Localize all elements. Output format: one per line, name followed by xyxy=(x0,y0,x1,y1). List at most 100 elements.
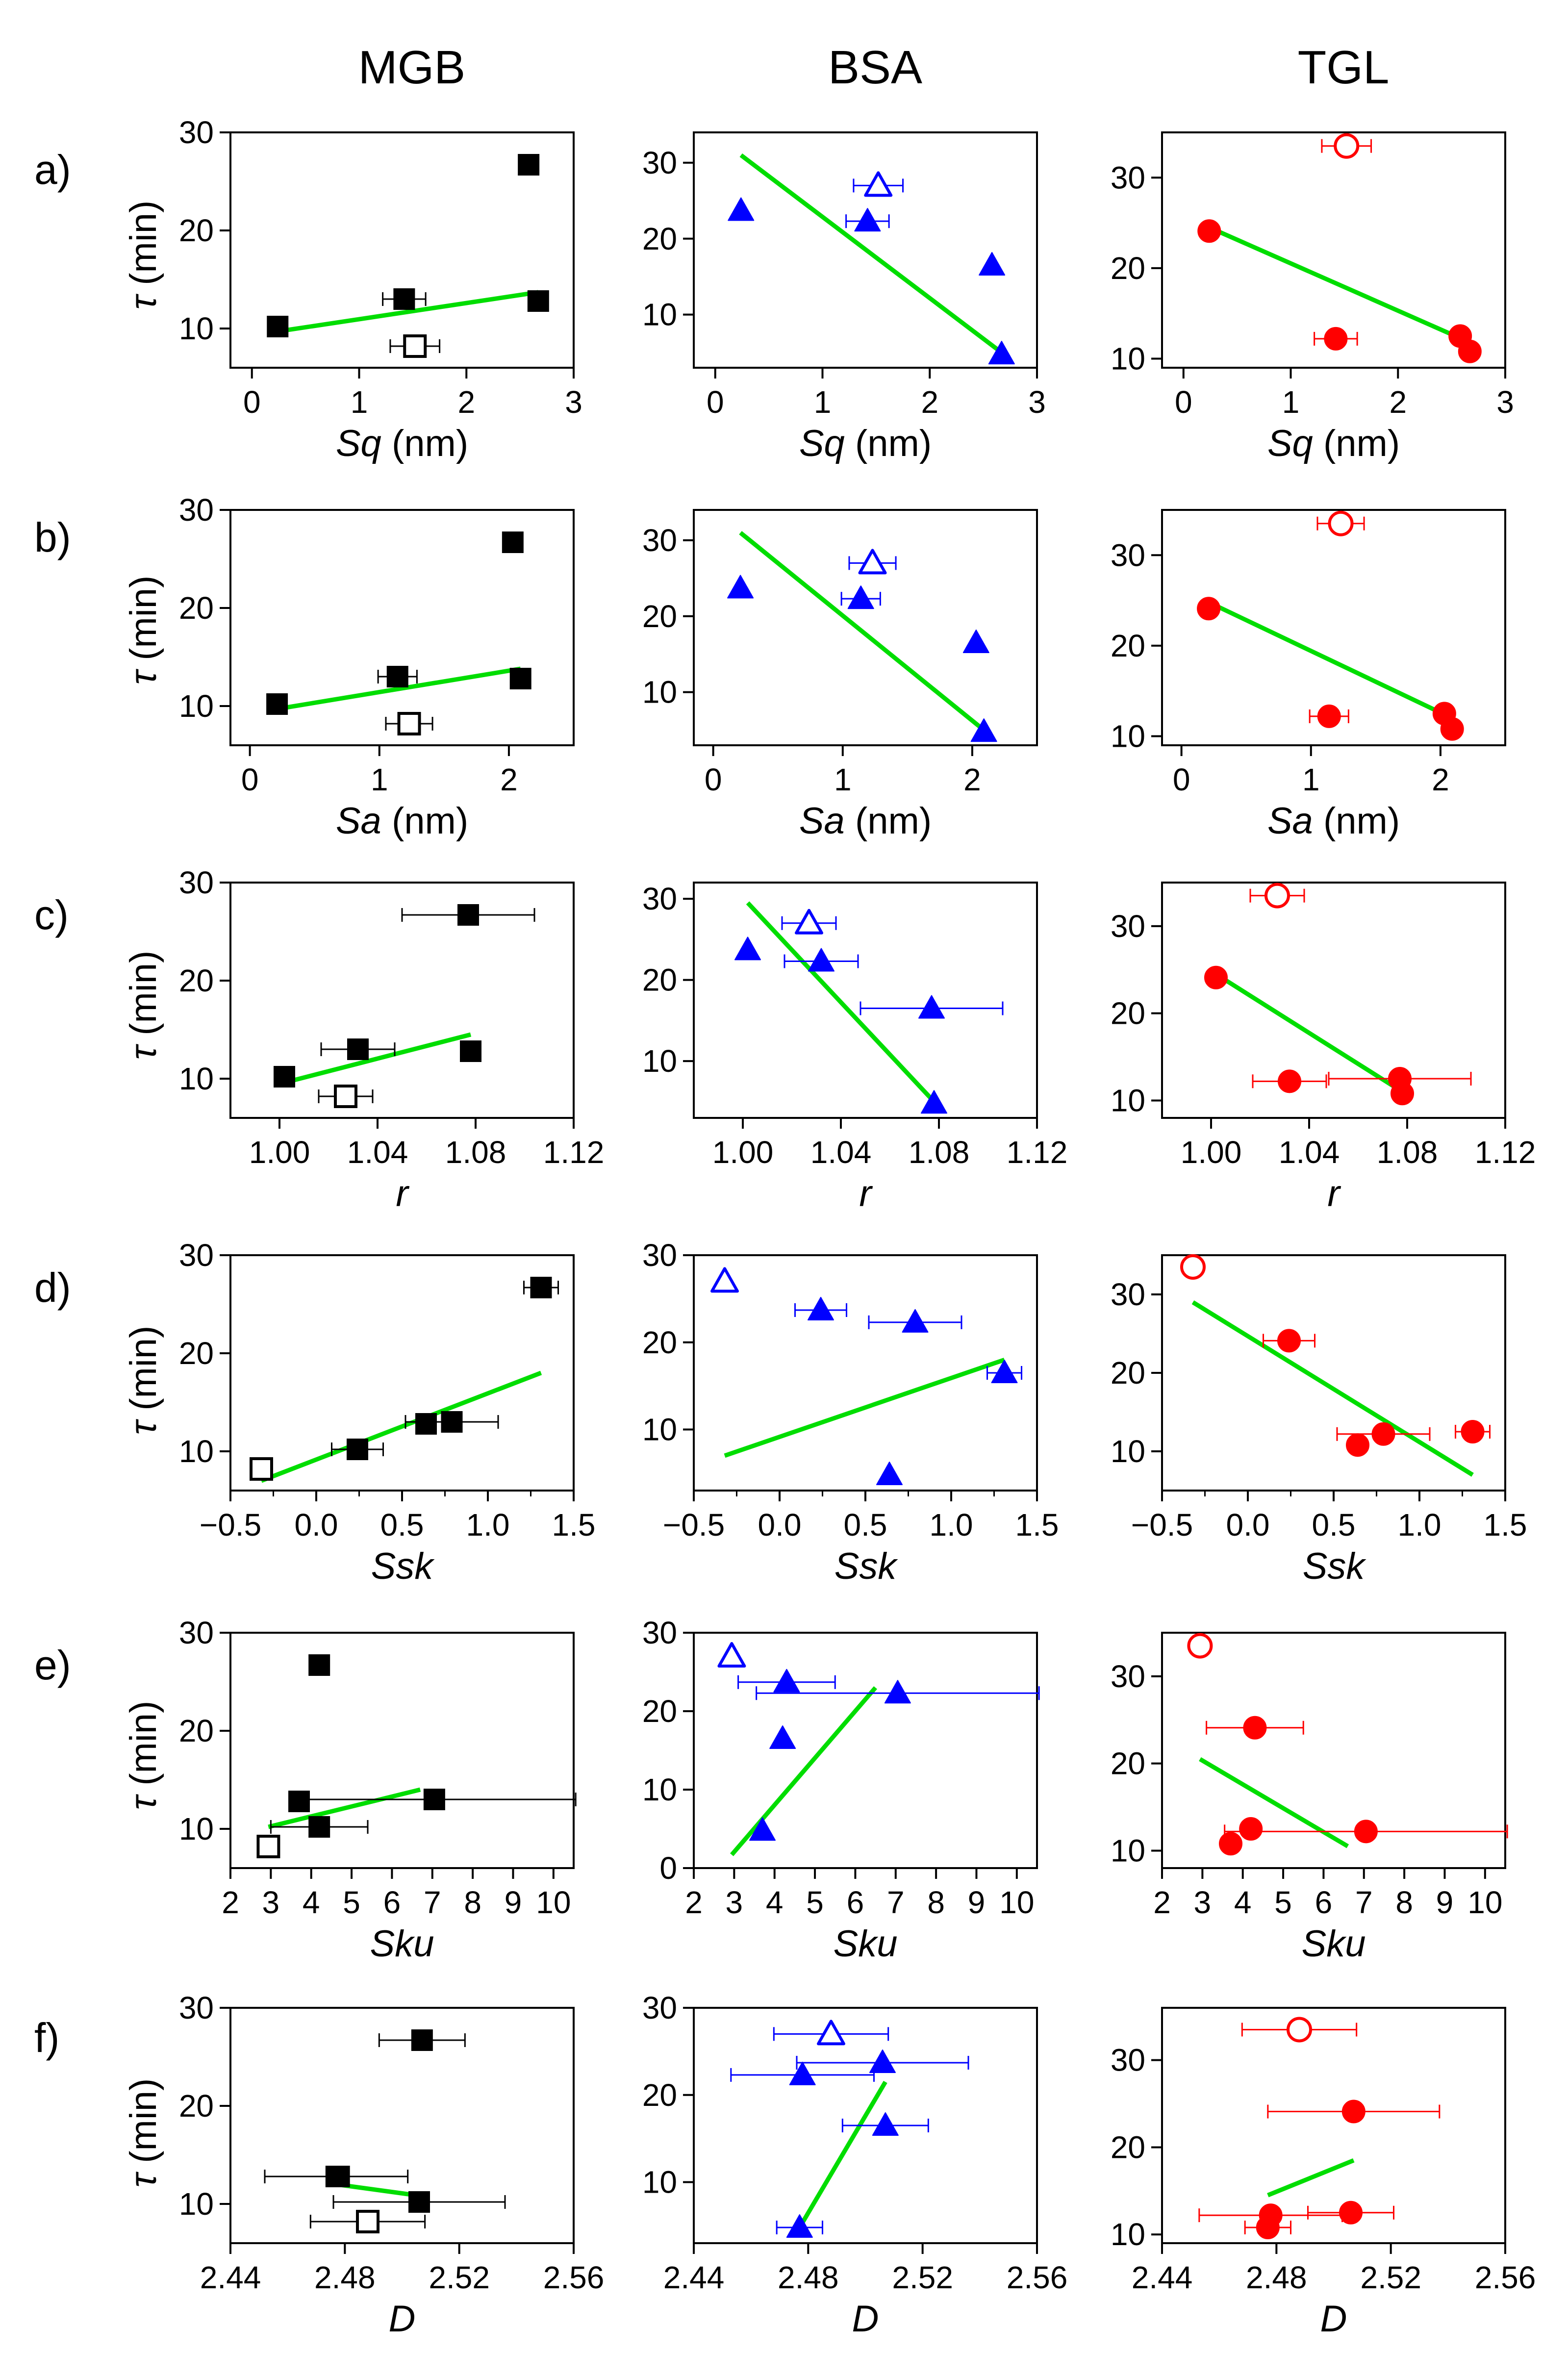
y-tick-label: 20 xyxy=(642,2077,677,2113)
y-tick-label: 20 xyxy=(1111,628,1145,663)
panel-c-MGB: 1.00 1.04 1.08 1.12 10 20 30 r xyxy=(179,865,604,1214)
x-tick-label: 1.08 xyxy=(909,1135,970,1170)
y-tick-label: 30 xyxy=(179,1990,214,2025)
y-axis-title-symbol: τ xyxy=(123,1418,164,1435)
x-tick-label: 3 xyxy=(565,384,582,420)
y-tick-label: 10 xyxy=(179,2186,214,2222)
x-tick-label: 2.48 xyxy=(1246,2260,1307,2295)
fit-line xyxy=(260,1370,542,1483)
x-axis-title-unit: (nm) xyxy=(381,800,468,842)
y-axis-title-row-f: τ (min) xyxy=(123,2078,164,2188)
row-label-b: b) xyxy=(34,514,71,560)
data-point xyxy=(1197,219,1221,243)
y-tick-label: 20 xyxy=(1111,996,1145,1031)
x-tick-label: −0.5 xyxy=(200,1507,261,1543)
y-axis-title-symbol: τ xyxy=(123,2171,164,2187)
fit-line xyxy=(268,1787,421,1829)
x-tick-label: 1.5 xyxy=(1484,1507,1527,1543)
y-tick-label: 20 xyxy=(179,963,214,998)
x-tick-label: 1.12 xyxy=(1007,1135,1068,1170)
x-axis-title: Sa (nm) xyxy=(1267,800,1400,842)
data-point xyxy=(1277,1329,1301,1353)
x-axis-title-variable: Sq xyxy=(1267,423,1313,464)
x-axis-title-variable: Ssk xyxy=(1303,1545,1367,1587)
data-point xyxy=(386,666,408,687)
svg-text:τ (min): τ (min) xyxy=(123,951,164,1060)
x-tick-label: 6 xyxy=(1315,1885,1333,1920)
plot-frame xyxy=(229,882,575,1119)
x-tick-label: 0 xyxy=(243,384,261,420)
y-tick-label: 10 xyxy=(642,1043,677,1079)
row-label-c: c) xyxy=(34,892,69,938)
y-tick-label: 10 xyxy=(642,675,677,710)
data-point xyxy=(918,995,945,1019)
x-axis-title-variable: Sq xyxy=(799,423,845,464)
x-axis-title: Sku xyxy=(370,1923,434,1965)
plot-frame xyxy=(229,1254,575,1492)
x-tick-label: 2.56 xyxy=(1007,2260,1068,2295)
panel-f-MGB: 2.44 2.48 2.52 2.56 10 20 30 D xyxy=(179,1990,604,2340)
data-point xyxy=(1371,1422,1395,1446)
data-point xyxy=(1440,717,1464,741)
data-point xyxy=(717,1642,746,1668)
y-tick-label: 20 xyxy=(179,1336,214,1371)
x-tick-label: 2.44 xyxy=(200,2260,261,2295)
x-tick-label: 9 xyxy=(968,1885,986,1920)
x-tick-label: 8 xyxy=(1395,1885,1413,1920)
fit-line xyxy=(739,153,1003,354)
fit-line xyxy=(1199,1757,1349,1848)
data-point xyxy=(970,718,997,742)
svg-text:τ (min): τ (min) xyxy=(123,1326,164,1435)
data-point xyxy=(347,1038,369,1060)
plot-frame xyxy=(693,2007,1038,2244)
data-point xyxy=(266,693,288,715)
panel-e-TGL: 2 3 4 5 6 7 8 9 10 10 20 30 Sku xyxy=(1111,1632,1508,1965)
data-point xyxy=(1180,1254,1206,1280)
x-axis-title-variable: Ssk xyxy=(371,1545,435,1587)
y-tick-label: 10 xyxy=(179,1811,214,1847)
x-tick-label: 5 xyxy=(1274,1885,1292,1920)
y-tick-label: 10 xyxy=(1111,2217,1145,2252)
data-point xyxy=(921,1090,947,1114)
x-tick-label: 1.12 xyxy=(1475,1135,1536,1170)
y-axis-title-symbol: τ xyxy=(123,1794,164,1810)
data-point xyxy=(789,2061,816,2085)
data-point xyxy=(308,1654,330,1676)
y-tick-label: 10 xyxy=(642,1412,677,1447)
y-tick-label: 30 xyxy=(179,1615,214,1650)
data-point xyxy=(356,2210,379,2233)
x-tick-label: 1 xyxy=(1282,384,1300,420)
x-axis-title-unit: (nm) xyxy=(1313,800,1400,842)
y-axis-title-symbol: τ xyxy=(123,293,164,309)
panel-e-MGB: 2 3 4 5 6 7 8 9 10 10 20 30 Sku xyxy=(179,1615,577,1965)
x-tick-label: 2 xyxy=(457,384,475,420)
x-tick-label: 4 xyxy=(303,1885,320,1920)
data-point xyxy=(250,1457,273,1481)
data-point xyxy=(864,171,893,197)
plot-frame xyxy=(693,1254,1038,1492)
y-axis-title-symbol: τ xyxy=(123,668,164,684)
svg-text:τ (min): τ (min) xyxy=(123,576,164,685)
data-point xyxy=(795,909,823,935)
y-axis-title-row-a: τ (min) xyxy=(123,201,164,310)
x-tick-label: 10 xyxy=(536,1885,571,1920)
x-tick-label: 0.5 xyxy=(844,1507,887,1543)
data-point xyxy=(1278,1069,1301,1093)
data-point xyxy=(962,629,989,653)
x-tick-label: 10 xyxy=(1467,1885,1502,1920)
x-tick-label: 2 xyxy=(1432,762,1449,797)
x-axis-title: r xyxy=(1327,1173,1341,1214)
data-point xyxy=(1265,883,1290,909)
x-tick-label: 3 xyxy=(1028,384,1046,420)
x-tick-label: 2.44 xyxy=(663,2260,725,2295)
data-point xyxy=(518,154,540,176)
panel-b-MGB: 0 1 2 10 20 30 Sa (nm) xyxy=(179,492,575,842)
panel-a-BSA: 0 1 2 3 10 20 30 Sq (nm) xyxy=(642,131,1046,464)
x-tick-label: −0.5 xyxy=(663,1507,725,1543)
x-tick-label: 1 xyxy=(371,762,388,797)
x-axis-title: Sq (nm) xyxy=(336,423,468,464)
y-tick-label: 20 xyxy=(642,221,677,256)
x-tick-label: 2.44 xyxy=(1132,2260,1193,2295)
